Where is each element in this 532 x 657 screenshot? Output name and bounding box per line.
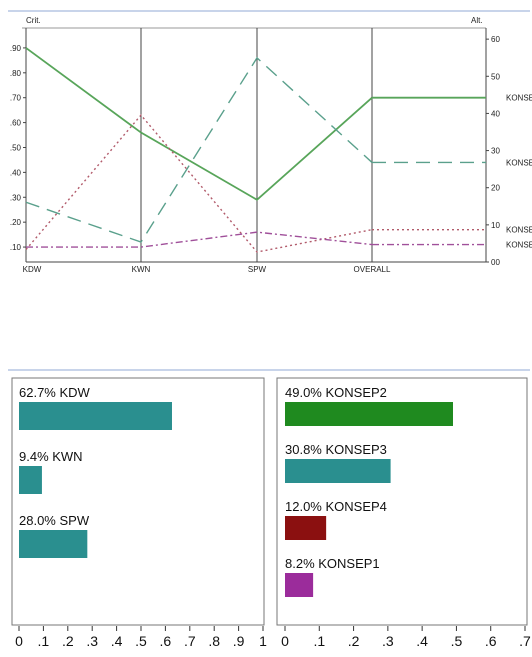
right-tick-label: 50 — [491, 72, 500, 81]
overall-end-label: KONSEP2 — [506, 94, 532, 103]
x-tick-label: .6 — [160, 633, 172, 649]
x-tick-label: .1 — [313, 633, 325, 649]
bar — [285, 402, 453, 426]
x-tick-label: .3 — [86, 633, 98, 649]
right-tick-label: 40 — [491, 109, 500, 118]
x-tick-label: .4 — [416, 633, 428, 649]
performance-chart: Crit. Alt. .10 .20 .30 .40 .50 .60 .70 .80 .90 0… — [8, 10, 532, 274]
category-label: KDW — [23, 265, 42, 274]
alternatives-bar-chart: 49.0% KONSEP2 30.8% KONSEP3 12.0% KONSEP4 8… — [276, 377, 531, 649]
left-tick-label: .10 — [10, 243, 22, 252]
bar — [285, 516, 327, 540]
left-tick-label: .50 — [10, 143, 22, 152]
x-tick-label: .2 — [62, 633, 74, 649]
x-tick-label: .5 — [135, 633, 147, 649]
alternative-bars: 49.0% KONSEP2 30.8% KONSEP3 12.0% KONSEP4 8… — [285, 385, 453, 597]
criteria-bar-chart: 62.7% KDW 9.4% KWN 28.0% SPW 0 .1 .2 .3 .4 .5 .6… — [11, 377, 267, 649]
left-tick-label: .40 — [10, 168, 22, 177]
x-tick-label: .3 — [382, 633, 394, 649]
left-tick-label: .30 — [10, 193, 22, 202]
bar-label: 9.4% KWN — [19, 449, 83, 464]
left-tick-label: .60 — [10, 119, 22, 128]
bar-label: 49.0% KONSEP2 — [285, 385, 387, 400]
top-grid — [25, 28, 487, 263]
right-tick-labels: 00 10 20 30 40 50 60 — [486, 35, 500, 267]
category-label: SPW — [248, 265, 267, 274]
bar — [19, 530, 88, 558]
criteria-line — [25, 56, 373, 243]
x-tick-label: .7 — [184, 633, 196, 649]
category-label: KWN — [132, 265, 151, 274]
x-tick-label: 0 — [15, 633, 23, 649]
right-tick-label: 30 — [491, 147, 500, 156]
left-tick-label: .20 — [10, 218, 22, 227]
x-tick-label: .7 — [519, 633, 531, 649]
category-label: OVERALL — [354, 265, 391, 274]
bar — [19, 402, 172, 430]
x-tick-label: .2 — [348, 633, 360, 649]
x-tick-label: .1 — [38, 633, 50, 649]
criteria-line — [26, 231, 373, 248]
criteria-bars: 62.7% KDW 9.4% KWN 28.0% SPW — [19, 385, 172, 558]
left-tick-label: .70 — [10, 94, 22, 103]
right-axis-label: Alt. — [471, 16, 483, 25]
left-tick-label: .80 — [10, 69, 22, 78]
left-tick-label: .90 — [10, 44, 22, 53]
criteria-x-ticks: 0 .1 .2 .3 .4 .5 .6 .7 .8 .9 1 — [15, 626, 267, 649]
right-tick-label: 20 — [491, 184, 500, 193]
alternative-x-ticks: 0 .1 .2 .3 .4 .5 .6 .7 — [281, 626, 531, 649]
bar — [285, 573, 314, 597]
bar — [285, 459, 391, 483]
bar-label: 30.8% KONSEP3 — [285, 442, 387, 457]
right-tick-label: 60 — [491, 35, 500, 44]
overall-end-labels: KONSEP2 KONSEP3 KONSEP4 KONSEP1 — [506, 94, 532, 250]
criteria-line — [25, 114, 373, 253]
bar-label: 62.7% KDW — [19, 385, 91, 400]
bar-label: 8.2% KONSEP1 — [285, 556, 380, 571]
bar — [19, 466, 42, 494]
category-tick-labels: KDW KWN SPW OVERALL — [23, 265, 391, 274]
criteria-line — [25, 47, 373, 201]
x-tick-label: .4 — [111, 633, 123, 649]
overall-end-label: KONSEP1 — [506, 241, 532, 250]
left-axis-label: Crit. — [26, 16, 41, 25]
bar-label: 28.0% SPW — [19, 513, 90, 528]
x-tick-label: .9 — [233, 633, 245, 649]
overall-end-label: KONSEP3 — [506, 158, 532, 167]
x-tick-label: 1 — [259, 633, 267, 649]
right-tick-label: 00 — [491, 258, 500, 267]
x-tick-label: 0 — [281, 633, 289, 649]
overall-end-label: KONSEP4 — [506, 226, 532, 235]
criteria-lines — [25, 47, 486, 253]
x-tick-label: .5 — [451, 633, 463, 649]
x-tick-label: .6 — [485, 633, 497, 649]
left-tick-labels: .10 .20 .30 .40 .50 .60 .70 .80 .90 — [10, 44, 26, 252]
right-tick-label: 10 — [491, 221, 500, 230]
bar-label: 12.0% KONSEP4 — [285, 499, 387, 514]
x-tick-label: .8 — [208, 633, 220, 649]
